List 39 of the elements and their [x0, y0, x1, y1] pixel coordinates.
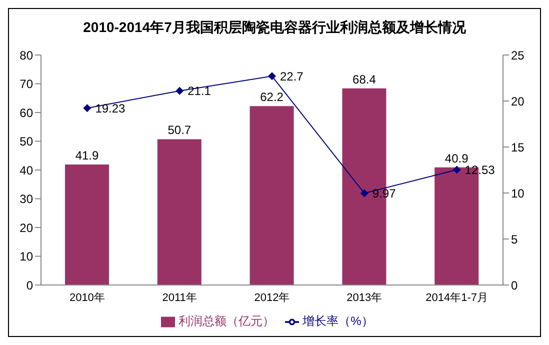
data-label: 19.23: [95, 101, 126, 116]
data-label: 62.2: [260, 90, 284, 104]
x-tick-label: 2012年: [254, 292, 290, 304]
y2-tick-label: 15: [511, 140, 525, 154]
y-tick-label: 50: [20, 134, 34, 149]
data-label: 21.1: [188, 84, 212, 98]
y-tick-label: 30: [20, 192, 34, 206]
point: [176, 86, 184, 95]
chart-title: 2010-2014年7月我国积层陶瓷电容器行业利润总额及增长情况: [82, 18, 467, 37]
y-tick-label: 20: [20, 220, 34, 235]
bar: [157, 139, 202, 285]
y2-tick-label: 20: [511, 94, 525, 108]
y-tick-label: 0: [26, 278, 34, 292]
y2-tick-label: 10: [511, 186, 525, 200]
data-label: 40.9: [444, 151, 469, 166]
y2-tick-label: 25: [511, 48, 525, 62]
y-tick-label: 60: [20, 106, 34, 120]
y-tick-label: 40: [20, 163, 34, 178]
data-label: 22.7: [280, 69, 304, 84]
point: [268, 72, 276, 80]
legend-label: 增长率（%）: [302, 314, 374, 328]
y2-tick-label: 5: [511, 232, 518, 246]
x-tick-label: 2014年1-7月: [426, 292, 488, 304]
bar: [250, 106, 294, 285]
y2-tick-label: 0: [511, 278, 518, 292]
y-tick-label: 70: [20, 77, 34, 92]
y-tick-label: 80: [20, 48, 34, 62]
point: [83, 104, 92, 112]
data-label: 68.4: [352, 72, 376, 86]
point: [360, 189, 368, 198]
bar: [65, 164, 109, 285]
y-tick-label: 10: [20, 250, 34, 264]
data-label: 41.9: [75, 148, 99, 163]
x-tick-label: 2011年: [162, 292, 197, 304]
legend-label: 利润总额（亿元）: [178, 314, 275, 328]
point: [452, 166, 461, 174]
x-tick-label: 2013年: [346, 292, 382, 304]
data-label: 50.7: [168, 123, 192, 138]
x-tick-label: 2010年: [69, 292, 105, 304]
